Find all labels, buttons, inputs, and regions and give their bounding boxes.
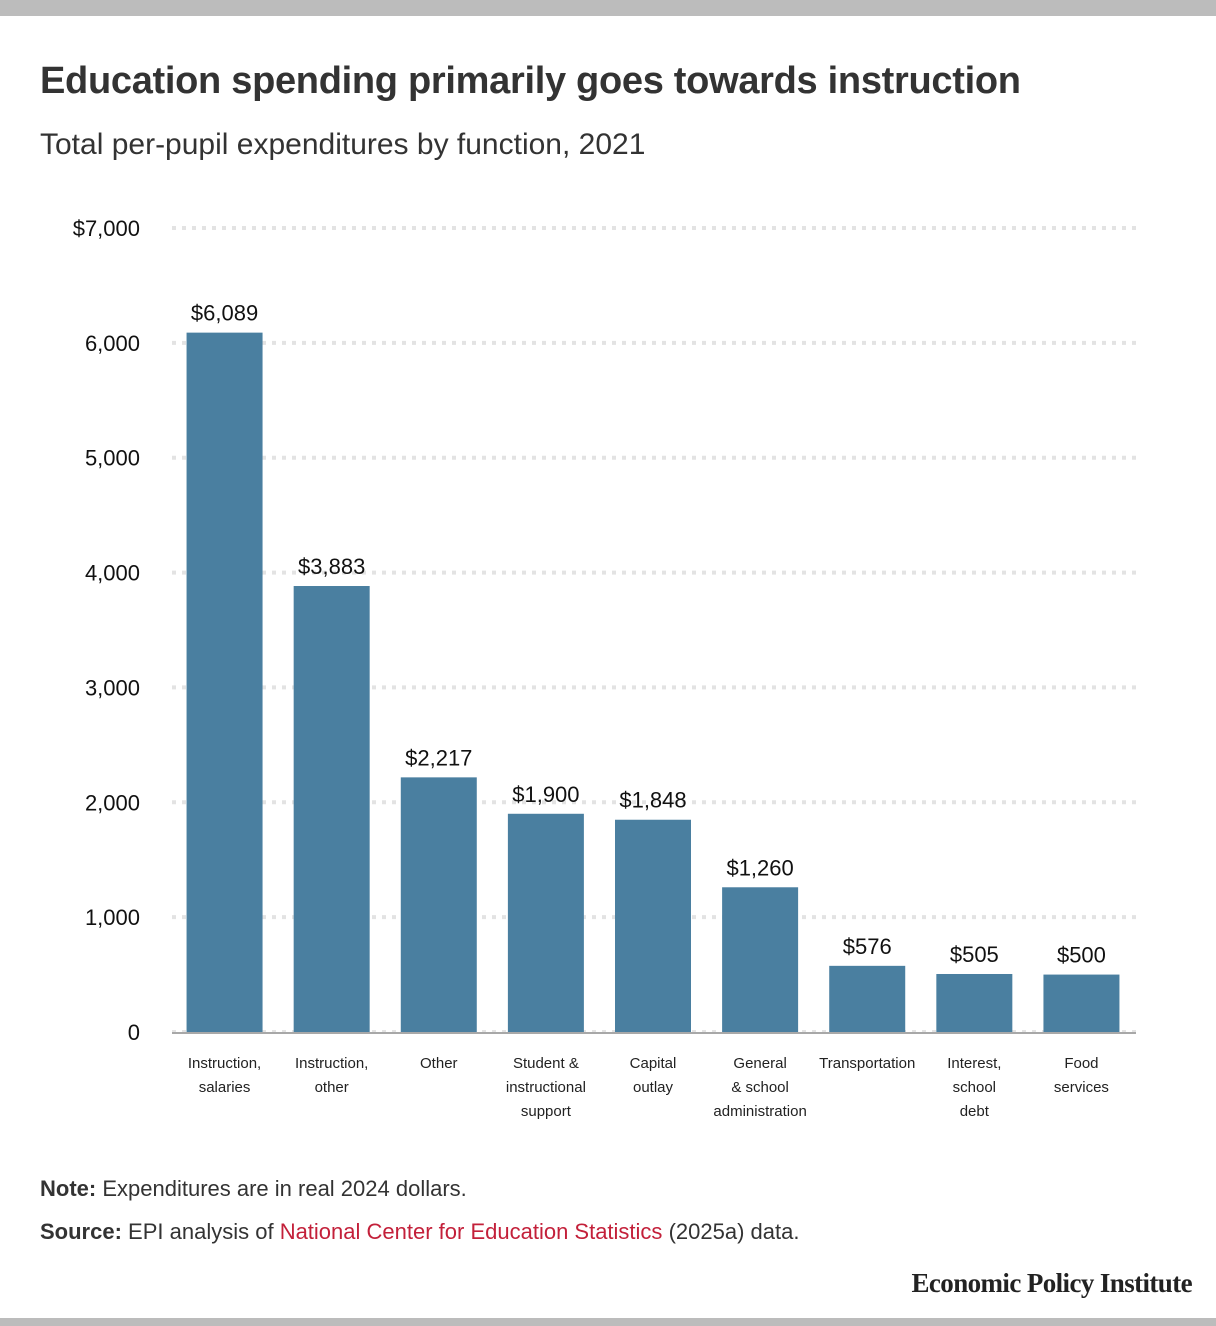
x-tick-label-line: Instruction, [295, 1055, 368, 1072]
x-tick-label-line: services [1054, 1079, 1109, 1096]
value-label: $500 [1057, 943, 1106, 968]
x-tick-label: Capital outlay [630, 1055, 677, 1096]
chart-title: Education spending primarily goes toward… [40, 60, 1021, 102]
x-axis-labels: Instruction, salaries Instruction, other Oth… [188, 1055, 1109, 1120]
x-tick-label-line: Other [420, 1055, 458, 1072]
x-tick-label-line: school [953, 1079, 996, 1096]
value-label: $1,260 [726, 855, 793, 880]
value-label: $1,900 [512, 782, 579, 807]
x-tick-label-line: Transportation [819, 1055, 915, 1072]
chart-subtitle: Total per-pupil expenditures by function… [40, 128, 646, 161]
x-tick-label: General & school administration [713, 1055, 806, 1120]
x-tick-label: Instruction, salaries [188, 1055, 261, 1096]
y-tick-label: 2,000 [85, 790, 140, 815]
x-tick-label-line: debt [960, 1103, 990, 1120]
note-text: Expenditures are in real 2024 dollars. [102, 1176, 467, 1201]
bar [400, 777, 477, 1032]
bar [507, 813, 584, 1032]
bar [615, 819, 691, 1032]
bar [936, 973, 1013, 1032]
bar [293, 586, 370, 1032]
value-label: $6,089 [191, 301, 258, 326]
x-tick-label-line: instructional [506, 1079, 586, 1096]
x-tick-label: Transportation [819, 1055, 915, 1072]
source: Source: EPI analysis of National Center … [40, 1219, 799, 1245]
y-tick-label: 4,000 [85, 561, 140, 586]
x-tick-label-line: Food [1064, 1055, 1098, 1072]
x-tick-label-line: outlay [633, 1079, 674, 1096]
y-tick-label: 0 [128, 1020, 140, 1045]
bar [829, 965, 906, 1032]
value-label: $2,217 [405, 745, 472, 770]
note: Note: Expenditures are in real 2024 doll… [40, 1176, 467, 1202]
x-tick-label-line: & school [731, 1079, 789, 1096]
source-label: Source: [40, 1219, 122, 1244]
bar [1043, 974, 1120, 1032]
y-axis-ticks: 0 1,000 2,000 3,000 4,000 5,000 6,000 $7,000 [73, 216, 140, 1045]
x-tick-label-line: other [315, 1079, 349, 1096]
y-tick-label: 1,000 [85, 905, 140, 930]
y-tick-label: 5,000 [85, 446, 140, 471]
bar [186, 332, 263, 1032]
note-label: Note: [40, 1176, 97, 1201]
value-label: $576 [843, 934, 892, 959]
bars [186, 332, 1120, 1032]
x-tick-label: Instruction, other [295, 1055, 368, 1096]
source-prefix: EPI analysis of [128, 1219, 274, 1244]
x-tick-label-line: Interest, [947, 1055, 1001, 1072]
bar-chart: 0 1,000 2,000 3,000 4,000 5,000 6,000 $7,000 $6… [73, 216, 1136, 1120]
x-tick-label: Other [420, 1055, 458, 1072]
x-tick-label-line: General [733, 1055, 786, 1072]
y-tick-label: 6,000 [85, 331, 140, 356]
x-tick-label-line: Instruction, [188, 1055, 261, 1072]
bar [722, 887, 799, 1032]
y-tick-label: 3,000 [85, 675, 140, 700]
x-tick-label: Student & instructional support [506, 1055, 586, 1120]
x-tick-label-line: support [521, 1103, 572, 1120]
x-tick-label-line: Student & [513, 1055, 579, 1072]
value-labels: $6,089 $3,883 $2,217 $1,900 $1,848 $1,260 $576… [191, 301, 1106, 968]
x-tick-label: Food services [1054, 1055, 1109, 1096]
source-link[interactable]: National Center for Education Statistics [279, 1219, 663, 1244]
bottom-border [0, 1318, 1216, 1326]
x-tick-label: Interest, school debt [947, 1055, 1001, 1120]
x-tick-label-line: administration [713, 1103, 806, 1120]
x-tick-label-line: Capital [630, 1055, 677, 1072]
y-tick-label: $7,000 [73, 216, 140, 241]
epi-logo: Economic Policy Institute [911, 1268, 1193, 1298]
value-label: $3,883 [298, 554, 365, 579]
source-suffix: (2025a) data. [668, 1219, 800, 1244]
top-border [0, 0, 1216, 16]
value-label: $505 [950, 942, 999, 967]
value-label: $1,848 [619, 788, 686, 813]
x-tick-label-line: salaries [199, 1079, 251, 1096]
